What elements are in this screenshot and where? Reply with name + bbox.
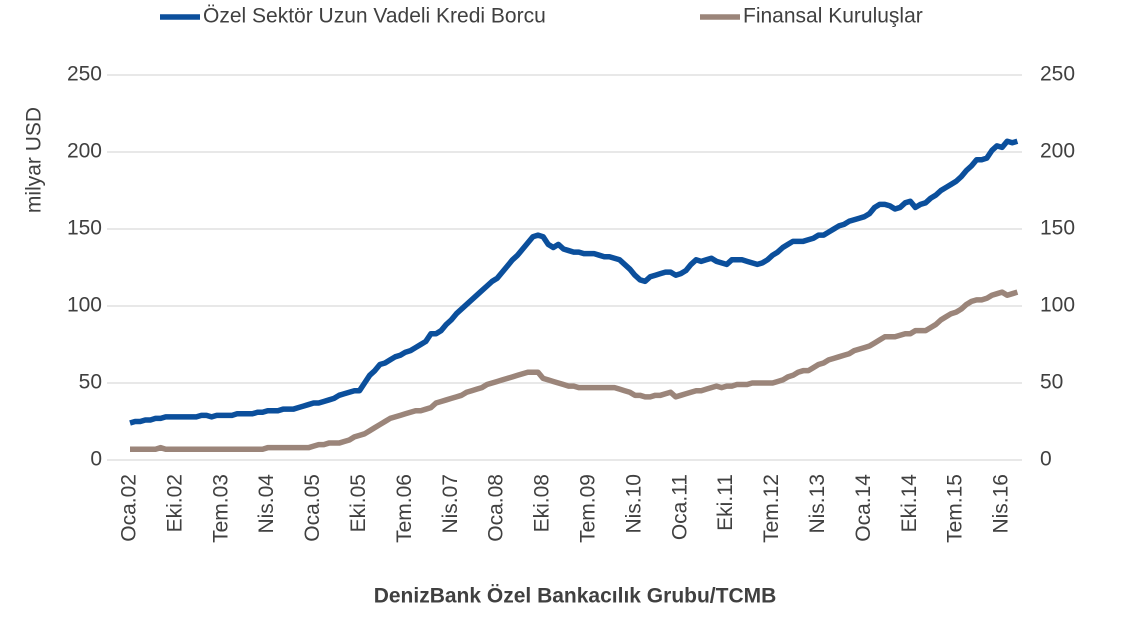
y-tick-label: 250 [67, 63, 102, 86]
x-tick-label: Tem.06 [393, 474, 416, 543]
x-tick-label: Tem.03 [209, 474, 232, 543]
y2-tick-label: 100 [1040, 294, 1075, 317]
x-tick-label: Oca.02 [118, 474, 141, 542]
y-axis-label: milyar USD [23, 107, 46, 213]
y-tick-label: 100 [67, 294, 102, 317]
x-tick-label: Eki.14 [898, 474, 921, 533]
y-tick-label: 200 [67, 140, 102, 163]
y2-tick-label: 200 [1040, 140, 1075, 163]
x-tick-label: Tem.09 [577, 474, 600, 543]
x-tick-label: Oca.11 [668, 474, 691, 540]
x-tick-label: Oca.14 [852, 474, 875, 542]
x-tick-label: Oca.05 [301, 474, 324, 542]
series-line [129, 138, 1019, 426]
y2-tick-label: 250 [1040, 63, 1075, 86]
x-tick-label: Nis.04 [255, 474, 278, 534]
y2-tick-label: 0 [1040, 448, 1052, 471]
x-tick-label: Eki.11 [714, 474, 737, 531]
x-tick-label: Nis.16 [990, 474, 1013, 534]
x-tick-label: Eki.05 [347, 474, 370, 532]
x-tick-label: Nis.07 [439, 474, 462, 534]
legend-label: Finansal Kuruluşlar [743, 5, 923, 28]
x-tick-label: Eki.02 [163, 474, 186, 532]
x-tick-label: Eki.08 [531, 474, 554, 532]
x-tick-label: Nis.10 [622, 474, 645, 534]
y2-tick-label: 50 [1040, 371, 1063, 394]
y-tick-label: 0 [90, 448, 102, 471]
x-tick-label: Oca.08 [485, 474, 508, 542]
source: DenizBank Özel Bankacılık Grubu/TCMB [374, 585, 777, 608]
legend-label: Özel Sektör Uzun Vadeli Kredi Borcu [203, 5, 546, 28]
x-tick-label: Nis.13 [806, 474, 829, 534]
x-tick-label: Tem.15 [944, 474, 967, 543]
series-line [130, 289, 1019, 452]
x-tick-label: Tem.12 [760, 474, 783, 543]
y-tick-label: 150 [67, 217, 102, 240]
y-tick-label: 50 [79, 371, 102, 394]
y2-tick-label: 150 [1040, 217, 1075, 240]
